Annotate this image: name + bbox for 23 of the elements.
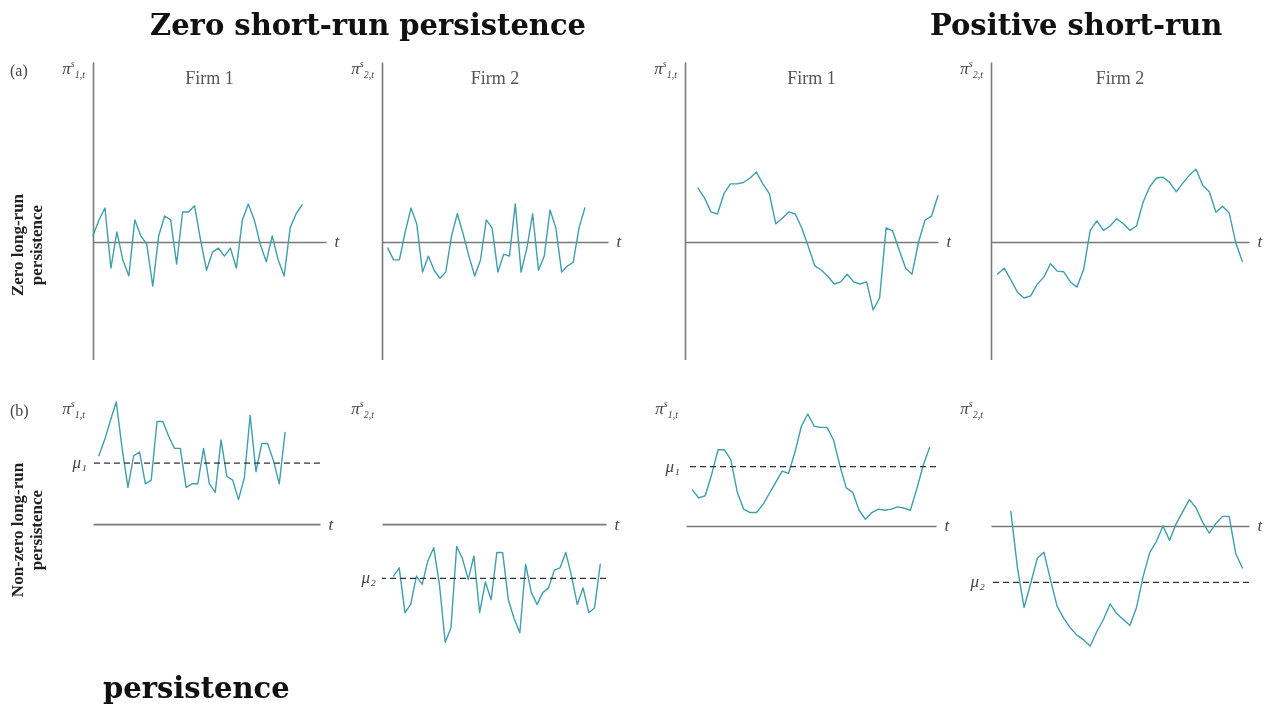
ref-line-label: μ₂ (360, 568, 377, 588)
text: (b) (10, 402, 29, 420)
ref-line-label: μ₂ (969, 572, 986, 592)
chart-title: Firm 1 (185, 68, 234, 88)
x-axis-title: t (944, 516, 951, 536)
ref-line-label: μ₁ (664, 456, 680, 476)
chart-title: Firm 2 (470, 68, 520, 88)
x-axis-title: t (334, 232, 341, 252)
text: Zero short-run persistence (150, 8, 587, 42)
text: Non-zero long-run persistence (8, 461, 46, 600)
text: Zero long-run persistence (8, 192, 46, 299)
chart-title: Firm 1 (787, 68, 836, 88)
x-axis-title: t (614, 514, 621, 534)
x-axis-title: t (616, 232, 623, 252)
x-axis-title: t (1257, 232, 1264, 252)
chart-title: Firm 2 (1095, 68, 1145, 88)
x-axis-title: t (1257, 516, 1264, 536)
ref-line-label: μ₁ (71, 453, 87, 473)
text: Positive short-run (930, 8, 1223, 42)
text: (a) (10, 62, 28, 80)
x-axis-title: t (946, 232, 953, 252)
text: persistence (103, 671, 290, 705)
x-axis-title: t (328, 514, 335, 534)
